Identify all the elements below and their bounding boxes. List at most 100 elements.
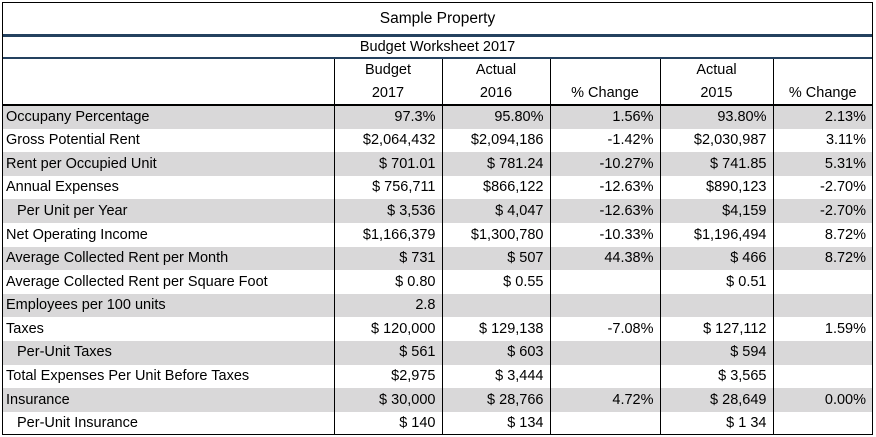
header-row-2: 2017 2016 % Change 2015 % Change (3, 82, 872, 106)
header-cell (550, 59, 661, 82)
actual-2015-cell (660, 293, 774, 318)
budget-2017-cell: $ 120,000 (334, 317, 443, 341)
actual-2016-cell: $ 3,444 (442, 364, 551, 389)
change-2015-cell: -2.70% (820, 179, 866, 196)
table-row: Per-Unit Taxes $ 561 $ 603 $ 594 (3, 340, 872, 365)
actual-2016-cell: 95.80% (442, 105, 551, 129)
row-label: Per-Unit Insurance (3, 411, 335, 436)
change-2016-cell: 44.38% (550, 246, 661, 271)
actual-2016-cell: $ 507 (442, 246, 551, 271)
actual-2015-cell: $2,030,987 (660, 128, 774, 153)
actual-2016-cell: $ 134 (442, 411, 551, 436)
budget-2017-cell: $1,166,379 (334, 222, 443, 247)
change-2015-cell: 5.31% (773, 152, 872, 176)
header-cell: 2017 (334, 82, 443, 106)
actual-2015-cell: $ 741.85 (660, 152, 774, 176)
change-2016-cell (550, 270, 661, 294)
change-2016-cell: -10.27% (550, 152, 661, 176)
row-label: Taxes (3, 317, 335, 341)
row-label: Net Operating Income (3, 222, 335, 247)
budget-2017-cell: 97.3% (334, 105, 443, 129)
budget-table: Budget Actual Actual 2017 2016 % Change … (3, 59, 872, 436)
row-label: Occupany Percentage (3, 105, 335, 129)
budget-2017-cell: $2,975 (334, 364, 443, 389)
actual-2016-cell: $ 781.24 (442, 152, 551, 176)
row-label: Rent per Occupied Unit (3, 152, 335, 176)
actual-2016-cell: $ 4,047 (442, 199, 551, 223)
header-cell (3, 59, 335, 82)
change-2016-cell (550, 364, 661, 389)
change-2015-cell (773, 293, 872, 318)
table-row: Occupany Percentage 97.3% 95.80% 1.56% 93.80… (3, 105, 872, 129)
table-row: Total Expenses Per Unit Before Taxes $2,9… (3, 364, 872, 389)
budget-2017-cell: $ 3,536 (334, 199, 443, 223)
change-2016-cell: -12.63% (550, 175, 661, 200)
actual-2015-cell: $1,196,494 (660, 222, 774, 247)
actual-2015-cell: $ 127,112 (660, 317, 774, 341)
title-divider (3, 34, 872, 37)
actual-2016-cell: $ 603 (442, 340, 551, 365)
actual-2015-cell: $ 28,649 (660, 388, 774, 412)
header-row-1: Budget Actual Actual (3, 59, 872, 82)
change-2015-cell: 3.11% (825, 132, 866, 149)
actual-2015-cell: $ 466 (660, 246, 774, 271)
table-row: Rent per Occupied Unit $ 701.01 $ 781.24 -1… (3, 152, 872, 176)
header-cell: Budget (334, 59, 443, 82)
budget-2017-cell: $ 140 (334, 411, 443, 436)
change-2016-cell: -10.33% (550, 222, 661, 247)
actual-2016-cell: $ 28,766 (442, 388, 551, 412)
change-2015-cell (773, 365, 872, 389)
change-2016-cell: -1.42% (550, 128, 661, 153)
actual-2016-cell: $1,300,780 (442, 222, 551, 247)
header-cell: Actual (660, 59, 774, 82)
change-2015-cell: 2.13% (773, 105, 872, 129)
row-label: Average Collected Rent per Month (3, 246, 335, 271)
table-row: Gross Potential Rent $2,064,432 $2,094,186… (3, 128, 872, 153)
header-cell (3, 82, 335, 106)
change-2015-cell: 8.72% (773, 246, 872, 271)
budget-2017-cell: $ 701.01 (334, 152, 443, 176)
change-2015-cell (773, 340, 872, 365)
actual-2015-cell: $890,123 (660, 175, 774, 200)
row-label: Annual Expenses (3, 175, 335, 200)
change-2016-cell: 1.56% (550, 105, 661, 129)
row-label: Insurance (3, 388, 335, 412)
actual-2016-cell (442, 293, 551, 318)
table-row: Insurance $ 30,000 $ 28,766 4.72% $ 28,649 0.… (3, 388, 872, 412)
row-label: Total Expenses Per Unit Before Taxes (3, 364, 335, 389)
table-row: Per-Unit Insurance $ 140 $ 134 $ 1 34 (3, 411, 872, 436)
table-row: Taxes $ 120,000 $ 129,138 -7.08% $ 127,112 1.… (3, 317, 872, 341)
actual-2015-cell: $ 0.51 (660, 270, 774, 294)
budget-2017-cell: $2,064,432 (334, 128, 443, 153)
table-row: Per Unit per Year $ 3,536 $ 4,047 -12.63% $4… (3, 199, 872, 223)
actual-2016-cell: $2,094,186 (442, 128, 551, 153)
change-2016-cell: -12.63% (550, 199, 661, 223)
change-2016-cell (550, 293, 661, 318)
change-2015-cell: 1.59% (824, 320, 866, 337)
table-row: Average Collected Rent per Square Foot $ … (3, 270, 872, 294)
header-cell: 2015 (660, 82, 774, 106)
budget-2017-cell: $ 30,000 (334, 388, 443, 412)
budget-2017-cell: $ 756,711 (334, 175, 443, 200)
table-row: Average Collected Rent per Month $ 731 $ 5… (3, 246, 872, 271)
change-2015-cell (773, 412, 872, 436)
change-2015-cell: 0.00% (773, 388, 872, 412)
header-cell: % Change (550, 82, 661, 106)
header-cell: % Change (773, 82, 872, 106)
change-2016-cell (550, 340, 661, 365)
row-label: Per-Unit Taxes (3, 340, 335, 365)
actual-2015-cell: 93.80% (660, 105, 774, 129)
change-2015-cell (773, 270, 872, 294)
table-row: Net Operating Income $1,166,379 $1,300,780… (3, 222, 872, 247)
change-2016-cell: -7.08% (550, 317, 661, 341)
sheet-subtitle: Budget Worksheet 2017 (3, 37, 872, 59)
change-2015-cell: 8.72% (824, 226, 866, 243)
actual-2016-cell: $ 0.55 (442, 270, 551, 294)
row-label: Gross Potential Rent (3, 128, 335, 153)
budget-2017-cell: 2.8 (334, 293, 443, 318)
row-label: Average Collected Rent per Square Foot (3, 270, 335, 294)
header-cell: Actual (442, 59, 551, 82)
budget-2017-cell: $ 0.80 (334, 270, 443, 294)
change-2016-cell: 4.72% (550, 388, 661, 412)
